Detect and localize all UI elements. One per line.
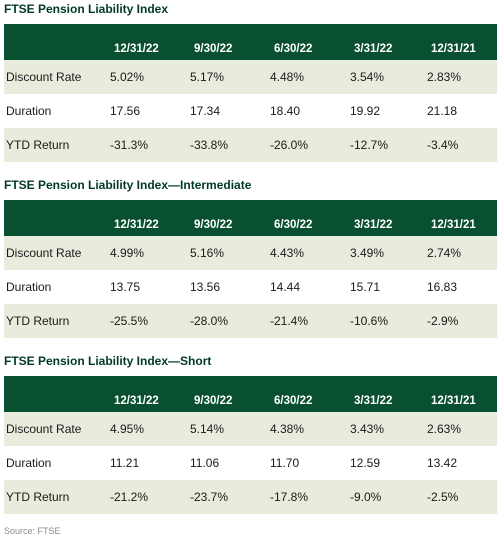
column-header: 6/30/22 (274, 43, 313, 55)
table-row: Discount Rate 4.99% 5.16% 4.43% 3.49% 2.… (4, 236, 497, 270)
column-header: 12/31/22 (114, 43, 159, 55)
cell-value: 5.16% (190, 246, 225, 260)
cell-value: -25.5% (110, 314, 149, 328)
table-row: YTD Return -25.5% -28.0% -21.4% -10.6% -… (4, 304, 497, 338)
section-title: FTSE Pension Liability Index—Intermediat… (4, 178, 252, 192)
table-row: Duration 13.75 13.56 14.44 15.71 16.83 (4, 270, 497, 304)
row-label: YTD Return (6, 138, 70, 152)
cell-value: 5.14% (190, 422, 225, 436)
table-header-row: 12/31/22 9/30/22 6/30/22 3/31/22 12/31/2… (4, 24, 497, 60)
cell-value: 2.74% (427, 246, 462, 260)
column-header: 6/30/22 (274, 395, 313, 407)
cell-value: 12.59 (350, 456, 381, 470)
cell-value: 3.49% (350, 246, 385, 260)
table-row: YTD Return -31.3% -33.8% -26.0% -12.7% -… (4, 128, 497, 162)
row-label: YTD Return (6, 314, 70, 328)
row-label: Discount Rate (6, 70, 82, 84)
column-header: 9/30/22 (194, 219, 233, 231)
source-note: Source: FTSE (4, 526, 61, 536)
row-label: Duration (6, 456, 52, 470)
cell-value: 17.56 (110, 104, 141, 118)
cell-value: 3.43% (350, 422, 385, 436)
cell-value: 15.71 (350, 280, 381, 294)
column-header: 12/31/21 (431, 219, 476, 231)
cell-value: -2.5% (427, 490, 459, 504)
column-header: 3/31/22 (354, 219, 393, 231)
column-header: 12/31/21 (431, 395, 476, 407)
cell-value: 11.21 (110, 456, 140, 470)
cell-value: 2.63% (427, 422, 462, 436)
cell-value: -12.7% (350, 138, 389, 152)
cell-value: -28.0% (190, 314, 229, 328)
cell-value: 14.44 (270, 280, 301, 294)
table-header-row: 12/31/22 9/30/22 6/30/22 3/31/22 12/31/2… (4, 200, 497, 236)
cell-value: -33.8% (190, 138, 229, 152)
header-blank (4, 376, 110, 412)
cell-value: 4.43% (270, 246, 305, 260)
cell-value: 4.48% (270, 70, 305, 84)
cell-value: 17.34 (190, 104, 221, 118)
data-table: 12/31/22 9/30/22 6/30/22 3/31/22 12/31/2… (4, 376, 497, 514)
cell-value: 18.40 (270, 104, 301, 118)
cell-value: -2.9% (427, 314, 459, 328)
column-header: 6/30/22 (274, 219, 313, 231)
cell-value: 2.83% (427, 70, 462, 84)
row-label: Duration (6, 280, 52, 294)
header-blank (4, 200, 110, 236)
cell-value: 4.95% (110, 422, 145, 436)
cell-value: -26.0% (270, 138, 309, 152)
cell-value: 5.17% (190, 70, 225, 84)
row-label: YTD Return (6, 490, 70, 504)
cell-value: 21.18 (427, 104, 458, 118)
cell-value: 11.06 (190, 456, 220, 470)
data-table: 12/31/22 9/30/22 6/30/22 3/31/22 12/31/2… (4, 24, 497, 162)
cell-value: 5.02% (110, 70, 145, 84)
cell-value: -21.4% (270, 314, 309, 328)
cell-value: -9.0% (350, 490, 382, 504)
cell-value: 16.83 (427, 280, 458, 294)
column-header: 9/30/22 (194, 395, 233, 407)
cell-value: 4.38% (270, 422, 305, 436)
row-label: Duration (6, 104, 52, 118)
row-label: Discount Rate (6, 246, 82, 260)
header-blank (4, 24, 110, 60)
column-header: 9/30/22 (194, 43, 233, 55)
cell-value: -3.4% (427, 138, 459, 152)
row-label: Discount Rate (6, 422, 82, 436)
data-table: 12/31/22 9/30/22 6/30/22 3/31/22 12/31/2… (4, 200, 497, 338)
table-row: Duration 11.21 11.06 11.70 12.59 13.42 (4, 446, 497, 480)
cell-value: 13.56 (190, 280, 221, 294)
table-row: Discount Rate 5.02% 5.17% 4.48% 3.54% 2.… (4, 60, 497, 94)
cell-value: -23.7% (190, 490, 229, 504)
column-header: 12/31/22 (114, 219, 159, 231)
cell-value: 19.92 (350, 104, 381, 118)
cell-value: -10.6% (350, 314, 389, 328)
section-title: FTSE Pension Liability Index (4, 2, 169, 16)
table-row: Discount Rate 4.95% 5.14% 4.38% 3.43% 2.… (4, 412, 497, 446)
column-header: 12/31/22 (114, 395, 159, 407)
cell-value: 4.99% (110, 246, 145, 260)
cell-value: -31.3% (110, 138, 149, 152)
column-header: 3/31/22 (354, 43, 393, 55)
column-header: 12/31/21 (431, 43, 476, 55)
section-title: FTSE Pension Liability Index—Short (4, 354, 212, 368)
table-row: YTD Return -21.2% -23.7% -17.8% -9.0% -2… (4, 480, 497, 514)
cell-value: 13.75 (110, 280, 141, 294)
table-header-row: 12/31/22 9/30/22 6/30/22 3/31/22 12/31/2… (4, 376, 497, 412)
cell-value: -17.8% (270, 490, 309, 504)
cell-value: -21.2% (110, 490, 149, 504)
column-header: 3/31/22 (354, 395, 393, 407)
cell-value: 3.54% (350, 70, 385, 84)
cell-value: 13.42 (427, 456, 458, 470)
cell-value: 11.70 (270, 456, 300, 470)
table-row: Duration 17.56 17.34 18.40 19.92 21.18 (4, 94, 497, 128)
